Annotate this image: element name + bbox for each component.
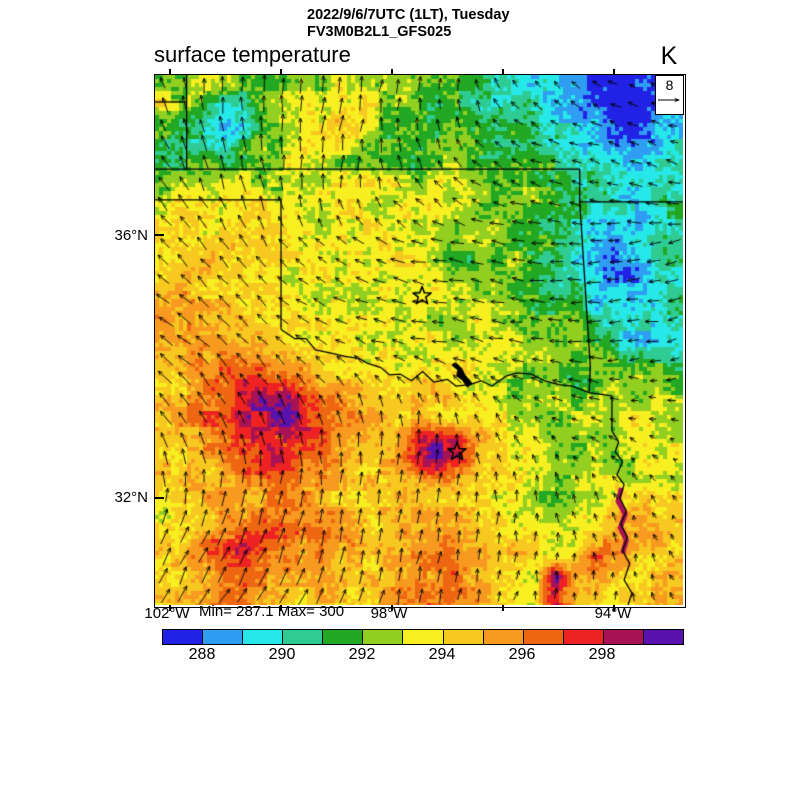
colorbar-label-296: 296 [508, 646, 536, 663]
colorbar-segment-8 [483, 630, 524, 644]
colorbar-segment-2 [243, 630, 284, 644]
colorbar-label-294: 294 [428, 646, 456, 663]
title-block: 2022/9/6/7UTC (1LT), Tuesday FV3M0B2L1_G… [307, 7, 510, 41]
lat-label-32n: 32°N [114, 489, 148, 506]
colorbar-segment-6 [403, 630, 444, 644]
colorbar-label-288: 288 [188, 646, 216, 663]
colorbar-segment-5 [363, 630, 404, 644]
vector-reference-value: 8 [665, 77, 674, 93]
lon-tick-top [613, 69, 615, 75]
colorbar-segment-9 [523, 630, 564, 644]
map-frame [154, 74, 686, 608]
colorbar-segment-7 [443, 630, 484, 644]
vector-reference-box: 8 [655, 75, 684, 115]
colorbar-segment-3 [283, 630, 324, 644]
lon-tick-bottom [169, 605, 171, 611]
lon-tick-top [280, 69, 282, 75]
unit-label: K [660, 42, 678, 70]
colorbar-label-292: 292 [348, 646, 376, 663]
lon-tick-bottom [391, 605, 393, 611]
colorbar-label-298: 298 [588, 646, 616, 663]
lon-tick-bottom [502, 605, 504, 611]
colorbar-label-290: 290 [268, 646, 296, 663]
lon-tick-top [391, 69, 393, 75]
lon-tick-bottom [280, 605, 282, 611]
colorbar-segment-0 [163, 630, 204, 644]
lon-tick-top [502, 69, 504, 75]
minmax-annotation: Min= 287.1 Max= 300 [199, 603, 345, 620]
datetime-title: 2022/9/6/7UTC (1LT), Tuesday [307, 7, 510, 23]
lon-tick-bottom [613, 605, 615, 611]
colorbar-segment-10 [563, 630, 604, 644]
colorbar [162, 629, 684, 645]
temperature-map-canvas [155, 75, 683, 605]
lon-label-98w: 98°W [370, 605, 408, 622]
lat-tick-left [155, 497, 164, 499]
model-title: FV3M0B2L1_GFS025 [307, 24, 452, 40]
variable-label: surface temperature [154, 42, 351, 67]
lat-label-36n: 36°N [114, 227, 148, 244]
lon-label-102w: 102°W [144, 605, 190, 622]
lat-tick-left [155, 234, 164, 236]
colorbar-segment-1 [203, 630, 244, 644]
reference-arrow-icon [658, 97, 680, 103]
colorbar-segment-4 [323, 630, 364, 644]
colorbar-segment-11 [603, 630, 644, 644]
colorbar-segment-12 [643, 630, 684, 644]
lon-label-94w: 94°W [594, 605, 632, 622]
lon-tick-top [169, 69, 171, 75]
